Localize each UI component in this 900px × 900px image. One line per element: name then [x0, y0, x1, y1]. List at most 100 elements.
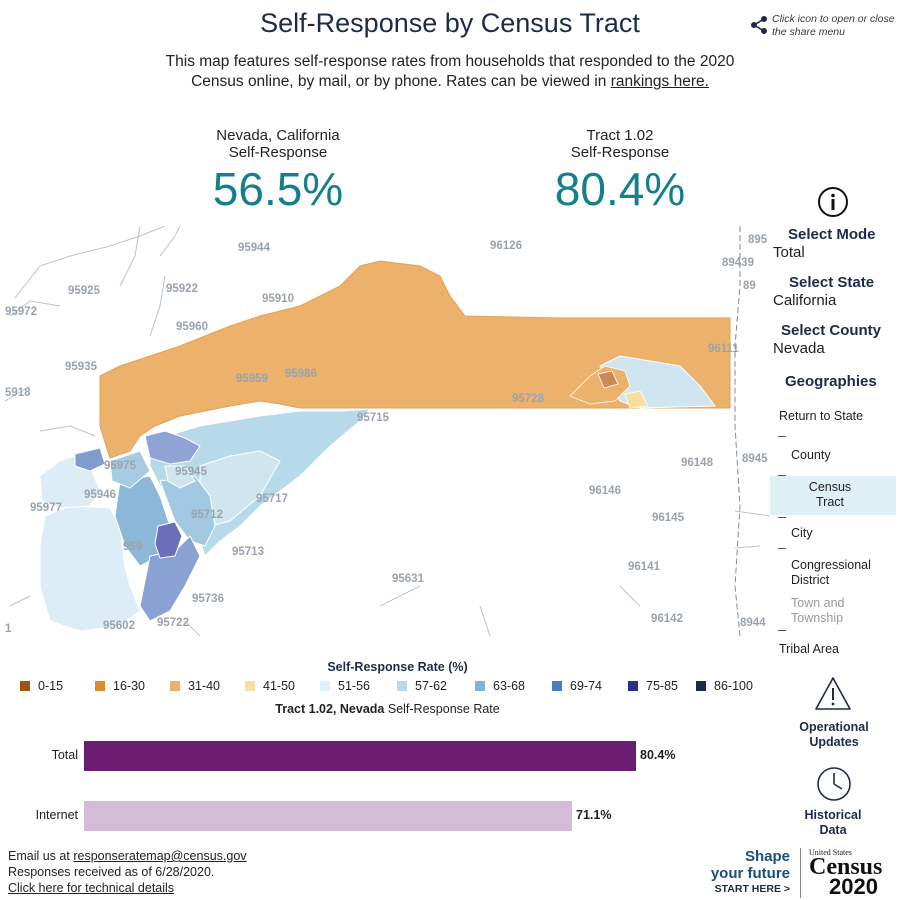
logo-census: Census — [809, 854, 883, 880]
warning-icon[interactable] — [814, 676, 852, 712]
footer-email-prefix: Email us at — [8, 849, 70, 863]
zip-label: 95713 — [232, 546, 264, 558]
legend-swatch — [552, 681, 562, 691]
census-tract-map[interactable]: 95944 96126 895 95925 95922 95910 89439 … — [0, 226, 770, 636]
geo-city[interactable]: City — [791, 526, 813, 540]
legend-swatch — [696, 681, 706, 691]
legend-swatch — [170, 681, 180, 691]
geo-return-to-state[interactable]: Return to State — [779, 409, 864, 423]
county-stat-subtitle: Self-Response — [228, 144, 328, 161]
zip-label: 95602 — [103, 620, 135, 632]
select-state-label: Select State — [789, 274, 875, 291]
map-region-tract-brown[interactable] — [597, 370, 619, 389]
select-county-value[interactable]: Nevada — [773, 340, 825, 357]
select-state-value[interactable]: California — [773, 292, 837, 309]
map-region-light-3[interactable] — [39, 505, 141, 632]
zip-label: 95975 — [104, 460, 137, 472]
geo-divider — [778, 475, 786, 476]
zip-label: 95986 — [285, 368, 317, 380]
legend-swatch — [245, 681, 255, 691]
map-region-tract-cluster[interactable] — [569, 365, 631, 405]
geo-census-tract[interactable]: Census Tract — [770, 476, 896, 515]
zip-label: 895 — [748, 234, 768, 246]
map-region-orange[interactable] — [99, 260, 731, 459]
zip-label: 95935 — [65, 361, 98, 373]
clock-icon[interactable] — [815, 765, 853, 803]
legend-swatch — [475, 681, 485, 691]
zip-label: 95959 — [236, 373, 268, 385]
map-region-small-light[interactable] — [164, 465, 196, 489]
legend-label: 16-30 — [113, 679, 145, 693]
share-icon[interactable] — [748, 14, 770, 36]
technical-details-link[interactable]: Click here for technical details — [8, 881, 175, 895]
logo-year: 2020 — [829, 874, 878, 899]
county-stat: Nevada, California Self-Response 56.5% — [148, 127, 408, 215]
geo-divider — [778, 630, 786, 631]
shape-line1: Shape — [744, 848, 790, 865]
rate-chart-title-rest: Self-Response Rate — [387, 702, 500, 716]
legend-label: 57-62 — [415, 679, 447, 693]
shape-your-future-link[interactable]: Shape your future START HERE > — [708, 848, 790, 896]
zip-label: 96111 — [708, 343, 739, 355]
geo-divider — [778, 548, 786, 549]
zip-label: 95946 — [84, 489, 116, 501]
map-region-tract-pale[interactable] — [624, 390, 649, 409]
map-region-dark-tract[interactable] — [154, 521, 183, 559]
boundary-lines — [4, 226, 770, 636]
legend-swatch — [397, 681, 407, 691]
geo-divider — [778, 517, 786, 518]
legend-swatch — [20, 681, 30, 691]
geo-town-and-township: Town and Township — [791, 596, 845, 625]
footer-email-link[interactable]: responseratemap@census.gov — [73, 849, 247, 863]
zip-label: 95960 — [176, 321, 208, 333]
zip-label: 95712 — [191, 509, 223, 521]
bar-label-total: Total — [51, 748, 78, 762]
tract-stat-value: 80.4% — [554, 163, 686, 215]
legend-swatch — [628, 681, 638, 691]
census-2020-logo: United States Census 2020 — [800, 848, 892, 898]
geo-congressional-district[interactable]: Congressional District — [791, 558, 871, 587]
info-icon[interactable] — [817, 186, 849, 218]
bar-value-internet: 71.1% — [576, 808, 612, 822]
share-hint: Click icon to open or close the share me… — [772, 13, 895, 38]
zip-label: 95728 — [512, 393, 545, 405]
historical-data-button[interactable]: Historical Data — [804, 808, 862, 837]
shape-line2: your future — [710, 865, 790, 882]
zip-label: 95925 — [68, 285, 101, 297]
map-region-mid-2[interactable] — [159, 475, 216, 547]
map-region-periwinkle-3[interactable] — [139, 535, 201, 622]
map-region-periwinkle-2[interactable] — [74, 447, 106, 472]
footer-email-line: Email us at responseratemap@census.gov — [8, 848, 247, 864]
zip-label: 1 — [5, 623, 12, 635]
geo-divider — [778, 436, 786, 437]
tract-stat-subtitle: Self-Response — [570, 144, 670, 161]
zip-label: 8944 — [740, 617, 766, 629]
legend-label: 69-74 — [570, 679, 602, 693]
bar-label-internet: Internet — [35, 808, 78, 822]
zip-label: 89439 — [722, 257, 754, 269]
zip-label: 8945 — [742, 453, 768, 465]
county-stat-name: Nevada, California — [216, 127, 340, 144]
tract-stat-name: Tract 1.02 — [586, 127, 654, 144]
bar-value-total: 80.4% — [640, 748, 676, 762]
legend-label: 0-15 — [38, 679, 64, 693]
zip-label: 89 — [743, 280, 756, 292]
map-region-mid-3[interactable] — [109, 450, 151, 489]
zip-label: 96141 — [628, 561, 661, 573]
legend-label: 31-40 — [188, 679, 220, 693]
bar-internet — [84, 801, 572, 831]
operational-updates-button[interactable]: Operational Updates — [799, 720, 869, 749]
rankings-link[interactable]: rankings here. — [610, 73, 709, 90]
geo-county[interactable]: County — [791, 448, 831, 462]
tract-stat: Tract 1.02 Self-Response 80.4% — [490, 127, 750, 215]
zip-label: 96148 — [681, 457, 714, 469]
geographies-heading: Geographies — [785, 373, 877, 390]
geo-tribal-area[interactable]: Tribal Area — [779, 642, 839, 656]
legend-label: 41-50 — [263, 679, 295, 693]
legend-label: 51-56 — [338, 679, 370, 693]
zip-label: 95631 — [392, 573, 425, 585]
map-region-periwinkle-1[interactable] — [144, 430, 201, 465]
zip-label: 959 — [123, 541, 142, 553]
zip-label: 96142 — [651, 613, 683, 625]
select-mode-value[interactable]: Total — [773, 244, 805, 261]
